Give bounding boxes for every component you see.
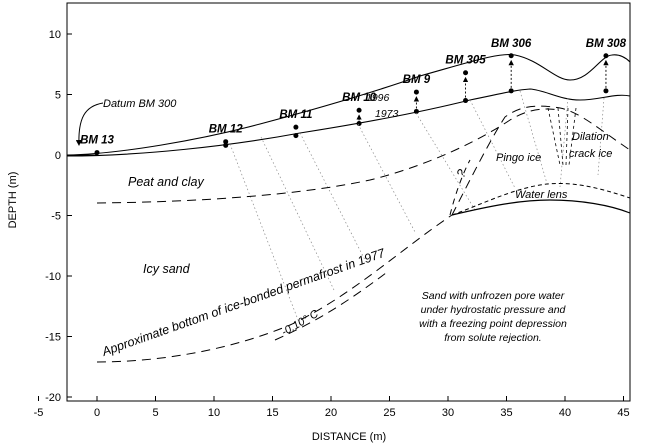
benchmark-point-1973: [293, 133, 298, 138]
y-tick-label: 10: [49, 29, 61, 41]
benchmark-point-1996: [509, 53, 514, 58]
peat-clay-label: Peat and clay: [128, 175, 204, 189]
note-line-1: Sand with unfrozen pore water: [422, 290, 565, 302]
benchmark-point-1996: [463, 70, 468, 75]
note-line-4: from solute rejection.: [444, 332, 541, 344]
x-tick-label: 5: [152, 407, 158, 419]
year-1996-label: 1996: [366, 92, 390, 104]
x-tick-label: -5: [34, 407, 44, 419]
x-tick-label: 20: [325, 407, 337, 419]
note-line-2: under hydrostatic pressure and: [421, 304, 567, 316]
y-tick-label: 0: [55, 150, 61, 162]
y-tick-label: 5: [55, 90, 61, 102]
benchmark-label: BM 11: [279, 109, 312, 121]
benchmark-point-1996: [223, 139, 228, 144]
icy-sand-label: Icy sand: [143, 262, 191, 276]
y-tick-label: -15: [45, 332, 61, 344]
benchmark-label: BM 13: [80, 135, 114, 147]
benchmark-label: BM 305: [445, 55, 486, 67]
benchmark-point-1973: [357, 121, 362, 126]
y-axis-title: DEPTH (m): [7, 172, 19, 229]
water-lens-bottom-line: [452, 200, 630, 215]
dilation-label-line-2: crack ice: [569, 148, 612, 160]
x-tick-label: 35: [500, 407, 512, 419]
datum-label: Datum BM 300: [103, 98, 177, 110]
note-line-3: with a freezing point depression: [419, 318, 567, 330]
y-tick-label: -20: [45, 392, 61, 404]
pingo-ice-label: Pingo ice: [496, 152, 541, 164]
benchmark-point-1996: [414, 90, 419, 95]
question-mark: ?: [454, 167, 470, 180]
uncertain-boundary-line: [450, 160, 470, 215]
y-tick-label: -5: [51, 211, 61, 223]
x-tick-label: 25: [383, 407, 395, 419]
x-tick-label: 45: [617, 407, 629, 419]
benchmark-point-1973: [463, 98, 468, 103]
dilation-label-line-1: Dilation: [572, 131, 609, 143]
benchmark-point-1973: [603, 88, 608, 93]
x-tick-label: 30: [442, 407, 454, 419]
benchmark-point-1996: [357, 108, 362, 113]
benchmark-label: BM 9: [403, 74, 431, 86]
benchmark-point-1996: [293, 125, 298, 130]
x-tick-label: 40: [559, 407, 571, 419]
explanatory-note: Sand with unfrozen pore water under hydr…: [419, 290, 567, 344]
x-tick-label: 0: [94, 407, 100, 419]
benchmark-label: BM 306: [491, 38, 532, 50]
benchmark-label: BM 12: [209, 124, 243, 136]
y-axis-ticks: 10 5 0 -5 -10 -15 -20: [45, 29, 72, 404]
benchmark-point-1973: [509, 88, 514, 93]
year-1973-label: 1973: [375, 108, 399, 120]
x-axis-title: DISTANCE (m): [312, 431, 386, 443]
x-axis-ticks: -5 0 5 10 15 20 25 30 35 40 45: [34, 396, 630, 419]
water-lens-label: Water lens: [515, 189, 568, 201]
x-tick-label: 15: [266, 407, 278, 419]
isotherm-label: -0.10° C: [280, 308, 321, 339]
y-tick-label: -10: [45, 271, 61, 283]
benchmark-point-1996: [603, 53, 608, 58]
benchmark-label: BM 308: [586, 38, 627, 50]
benchmark-point-1996: [95, 150, 100, 155]
x-tick-label: 10: [208, 407, 220, 419]
